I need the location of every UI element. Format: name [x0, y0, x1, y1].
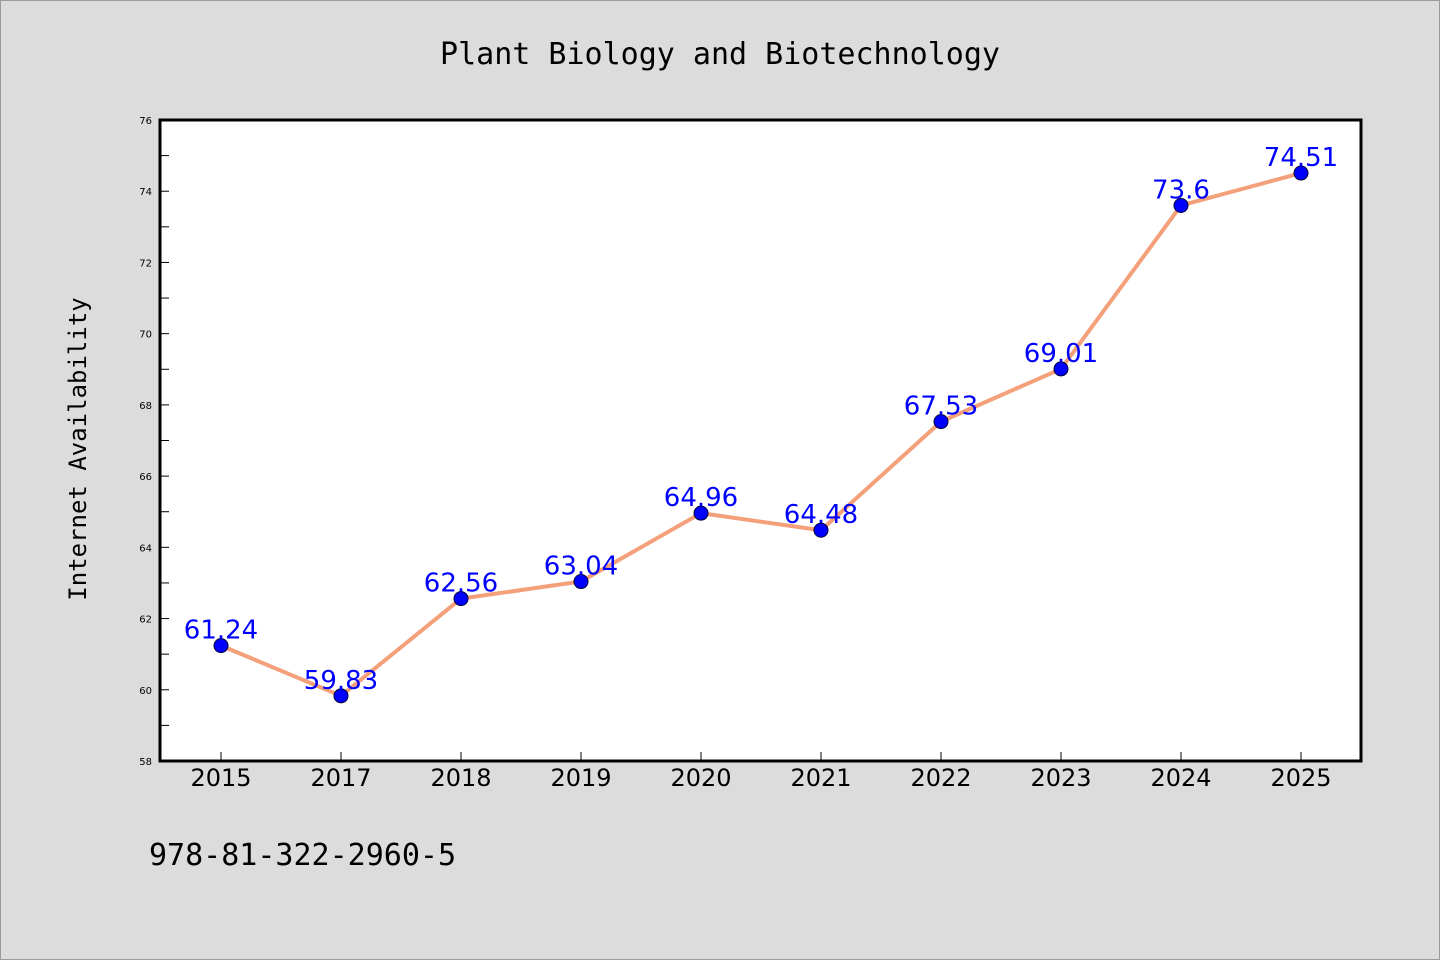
x-tick-label: 2025 [1270, 764, 1331, 792]
data-label: 61.24 [184, 616, 258, 646]
x-tick-label: 2021 [790, 764, 851, 792]
data-label: 59.83 [304, 666, 378, 696]
data-point [693, 505, 709, 521]
data-point [933, 414, 949, 430]
x-tick-label: 2018 [430, 764, 491, 792]
y-tick-label: 76 [139, 116, 152, 127]
data-label: 73.6 [1152, 175, 1210, 205]
data-label: 74.51 [1264, 143, 1338, 173]
data-point [213, 638, 229, 654]
x-tick-label: 2023 [1030, 764, 1091, 792]
data-point [333, 688, 349, 704]
x-tick-label: 2024 [1150, 764, 1211, 792]
y-tick-label: 60 [139, 686, 152, 697]
series-layer: 61.24 59.83 62.56 63.04 64.96 64.48 67.53 69.01… [184, 143, 1338, 704]
series-line [219, 171, 1303, 698]
data-point [1053, 361, 1069, 377]
data-label: 62.56 [424, 569, 498, 599]
y-tick-label: 74 [139, 187, 152, 198]
y-tick-label: 64 [139, 543, 152, 554]
y-tick-label: 66 [139, 472, 152, 483]
x-tick-label: 2015 [190, 764, 251, 792]
data-point [1293, 165, 1309, 181]
data-point [1173, 197, 1189, 213]
x-tick-label: 2022 [910, 764, 971, 792]
y-tick-label: 72 [139, 258, 152, 269]
data-point [813, 522, 829, 538]
data-label: 67.53 [904, 392, 978, 422]
data-label: 64.48 [784, 500, 858, 530]
y-tick-label: 70 [139, 330, 152, 341]
chart-title: Plant Biology and Biotechnology [440, 37, 1000, 72]
data-label: 69.01 [1024, 339, 1098, 369]
data-point [573, 574, 589, 590]
isbn-text: 978-81-322-2960-5 [149, 838, 456, 873]
x-tick-label: 2017 [310, 764, 371, 792]
x-tick-label: 2020 [670, 764, 731, 792]
y-tick-label: 62 [139, 615, 152, 626]
y-axis: 58 60 62 64 66 68 70 72 74 76 [139, 116, 169, 768]
plot-area [158, 118, 1363, 763]
x-tick-label: 2019 [550, 764, 611, 792]
y-tick-label: 58 [139, 757, 152, 768]
x-axis: 2015 2017 2018 2019 2020 2021 2022 2023 2024 2025 [190, 752, 1332, 792]
data-label: 63.04 [544, 552, 618, 582]
y-axis-label: Internet Availability [64, 297, 92, 600]
y-tick-label: 68 [139, 401, 152, 412]
data-label: 64.96 [664, 483, 738, 513]
data-point [453, 591, 469, 607]
